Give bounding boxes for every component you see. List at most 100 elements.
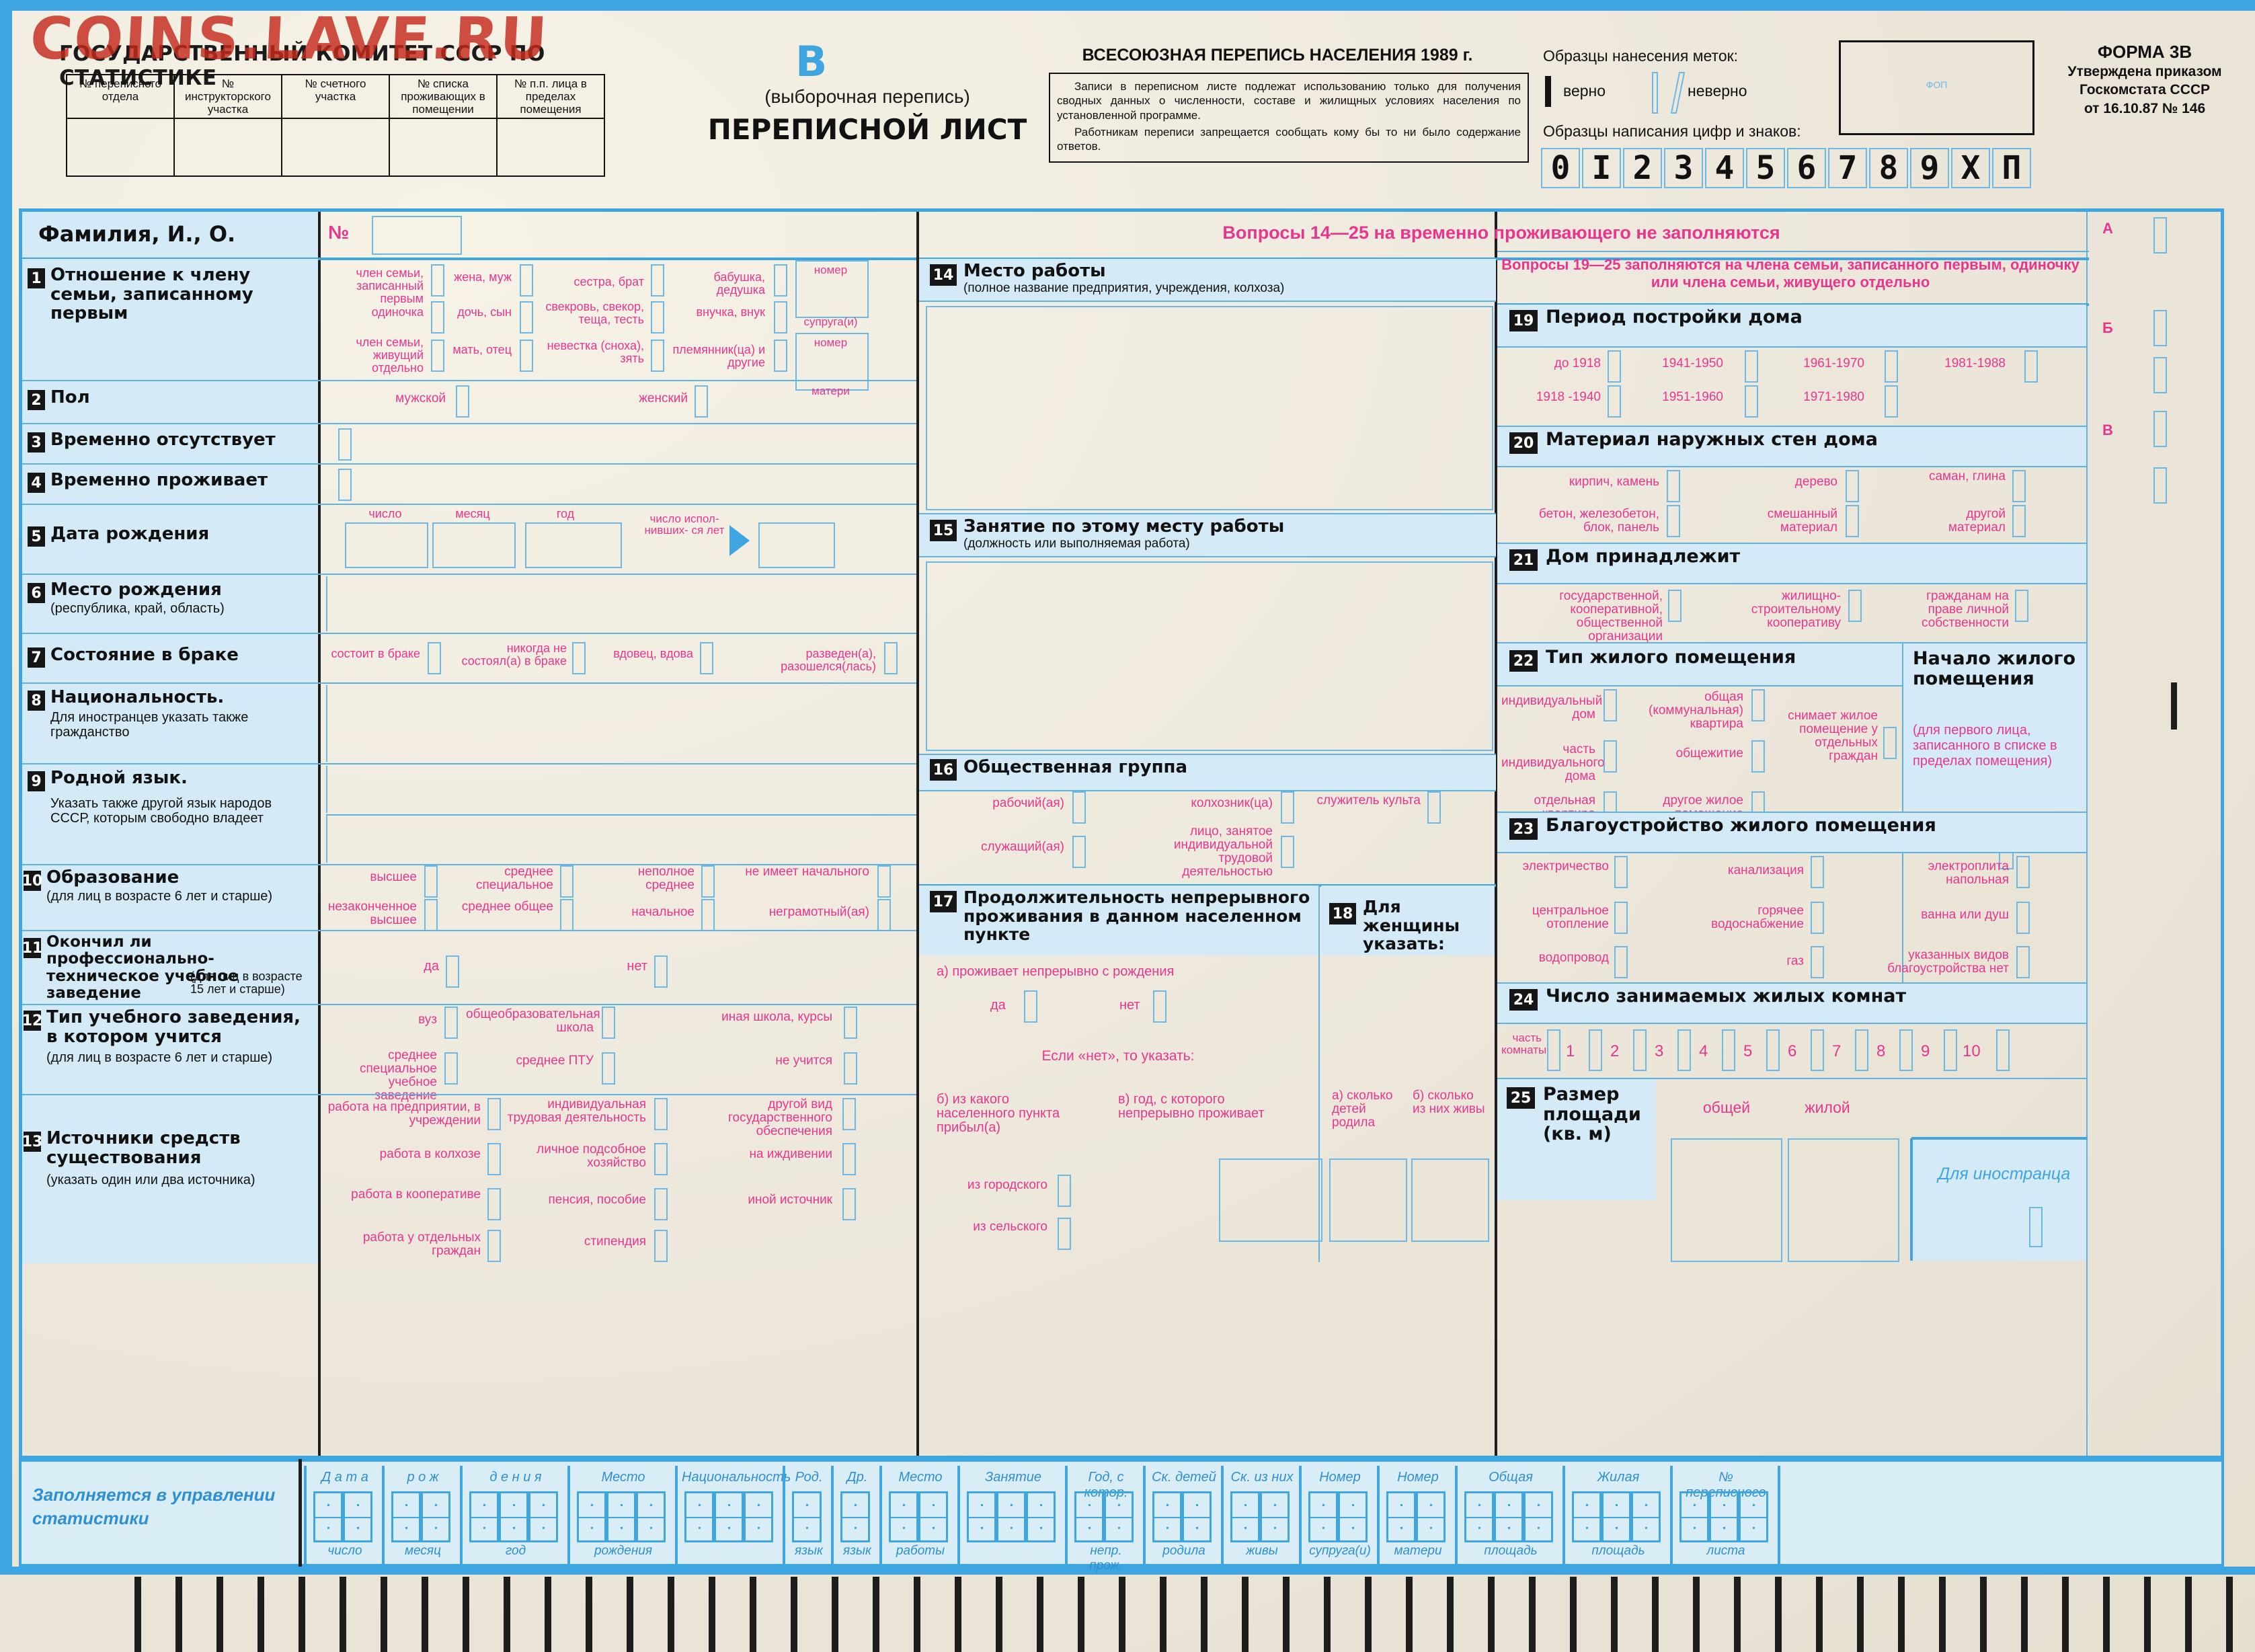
q1-checkbox[interactable] <box>774 340 787 372</box>
q21-checkbox[interactable] <box>1668 590 1682 622</box>
q1-checkbox[interactable] <box>520 301 533 333</box>
q1-checkbox[interactable] <box>520 340 533 372</box>
q17-checkbox-no[interactable] <box>1153 990 1166 1023</box>
q24-checkbox[interactable] <box>1633 1029 1647 1071</box>
stats-code-cell[interactable] <box>1074 1491 1104 1542</box>
q1-mother-number-box[interactable] <box>795 333 869 391</box>
q19-checkbox[interactable] <box>1608 350 1621 383</box>
q12-checkbox[interactable] <box>602 1007 615 1039</box>
stats-code-cell[interactable] <box>1601 1491 1631 1542</box>
stats-code-cell[interactable] <box>1026 1491 1056 1542</box>
q22-checkbox[interactable] <box>1751 740 1765 773</box>
q15-answer-area[interactable] <box>926 561 1493 751</box>
q17-year-input[interactable] <box>1219 1158 1322 1242</box>
q23-checkbox[interactable] <box>2016 856 2030 888</box>
stats-code-cell[interactable] <box>636 1491 666 1542</box>
q24-checkbox-part[interactable] <box>1547 1029 1560 1071</box>
q1-checkbox[interactable] <box>651 301 664 333</box>
q22-checkbox[interactable] <box>1751 689 1765 721</box>
q5-year-input[interactable] <box>525 522 622 568</box>
q9-answer-area-2[interactable] <box>326 816 912 863</box>
stats-code-cell[interactable] <box>1494 1491 1524 1542</box>
side-checkbox-b[interactable] <box>2153 310 2167 346</box>
q1-spouse-number-box[interactable] <box>795 260 869 318</box>
q17-checkbox-yes[interactable] <box>1024 990 1037 1023</box>
q18-children-alive-input[interactable] <box>1411 1158 1489 1242</box>
q20-checkbox[interactable] <box>2012 505 2026 537</box>
stats-code-cell[interactable] <box>1709 1491 1739 1542</box>
stats-code-cell[interactable] <box>996 1491 1026 1542</box>
stats-code-cell[interactable] <box>714 1491 744 1542</box>
q10-checkbox[interactable] <box>701 865 715 898</box>
q7-checkbox[interactable] <box>700 642 713 674</box>
q10-checkbox[interactable] <box>424 899 438 931</box>
side-checkbox-v1[interactable] <box>2153 357 2167 393</box>
q24-checkbox[interactable] <box>1589 1029 1602 1071</box>
q22-checkbox[interactable] <box>1604 689 1617 721</box>
q12-checkbox[interactable] <box>844 1052 857 1085</box>
q19-checkbox[interactable] <box>2024 350 2038 383</box>
stats-code-cell[interactable] <box>528 1491 558 1542</box>
q24-checkbox[interactable] <box>1855 1029 1868 1071</box>
q20-checkbox[interactable] <box>1667 470 1680 502</box>
q19-checkbox[interactable] <box>1608 385 1621 418</box>
q23-checkbox[interactable] <box>1614 946 1628 978</box>
q16-checkbox[interactable] <box>1427 791 1441 824</box>
q23-checkbox[interactable] <box>1811 946 1824 978</box>
q13-checkbox[interactable] <box>487 1143 501 1175</box>
q13-checkbox[interactable] <box>487 1188 501 1220</box>
q13-checkbox[interactable] <box>487 1098 501 1130</box>
stats-code-cell[interactable] <box>391 1491 421 1542</box>
stats-code-cell[interactable] <box>1572 1491 1601 1542</box>
stats-code-cell[interactable] <box>1104 1491 1134 1542</box>
stats-code-cell[interactable] <box>1739 1491 1768 1542</box>
q3-checkbox[interactable] <box>338 428 352 461</box>
q24-checkbox[interactable] <box>1996 1029 2010 1071</box>
stats-code-cell[interactable] <box>1416 1491 1446 1542</box>
stats-code-cell[interactable] <box>1182 1491 1212 1542</box>
q13-checkbox[interactable] <box>654 1230 668 1262</box>
q25-living-area-input[interactable] <box>1788 1138 1899 1262</box>
q5-age-input[interactable] <box>758 522 835 568</box>
id-input-cell[interactable] <box>66 118 175 178</box>
q23-checkbox[interactable] <box>1811 902 1824 934</box>
stats-code-cell[interactable] <box>1338 1491 1368 1542</box>
q24-checkbox[interactable] <box>1899 1029 1913 1071</box>
stats-code-cell[interactable] <box>744 1491 773 1542</box>
q1-checkbox[interactable] <box>520 264 533 297</box>
stats-code-cell[interactable] <box>577 1491 606 1542</box>
q16-checkbox[interactable] <box>1281 836 1294 868</box>
q13-checkbox[interactable] <box>842 1098 856 1130</box>
stats-code-cell[interactable] <box>421 1491 450 1542</box>
stats-code-cell[interactable] <box>792 1491 822 1542</box>
q23-checkbox[interactable] <box>2016 946 2030 978</box>
q24-checkbox[interactable] <box>1944 1029 1957 1071</box>
q2-checkbox-female[interactable] <box>695 385 708 418</box>
side-checkbox-a[interactable] <box>2153 217 2167 253</box>
stats-code-cell[interactable] <box>1260 1491 1290 1542</box>
stats-code-cell[interactable] <box>499 1491 528 1542</box>
q13-checkbox[interactable] <box>654 1188 668 1220</box>
q6-answer-area[interactable] <box>326 576 912 631</box>
q12-checkbox[interactable] <box>602 1052 615 1085</box>
q11-checkbox-yes[interactable] <box>446 955 459 988</box>
q10-checkbox[interactable] <box>701 899 715 931</box>
q23-checkbox[interactable] <box>1614 902 1628 934</box>
q16-checkbox[interactable] <box>1281 791 1294 824</box>
q16-checkbox[interactable] <box>1072 791 1086 824</box>
q18-children-born-input[interactable] <box>1329 1158 1407 1242</box>
id-input-cell[interactable] <box>496 118 605 178</box>
q1-checkbox[interactable] <box>774 301 787 333</box>
stats-code-cell[interactable] <box>889 1491 918 1542</box>
q12-checkbox[interactable] <box>844 1007 857 1039</box>
q20-checkbox[interactable] <box>1846 505 1859 537</box>
q13-checkbox[interactable] <box>487 1230 501 1262</box>
q20-checkbox[interactable] <box>2012 470 2026 502</box>
q23-checkbox[interactable] <box>2016 902 2030 934</box>
q13-checkbox[interactable] <box>654 1143 668 1175</box>
q23-checkbox[interactable] <box>1811 856 1824 888</box>
q20-checkbox[interactable] <box>1667 505 1680 537</box>
q8-answer-area[interactable] <box>326 685 912 762</box>
stats-code-cell[interactable] <box>343 1491 372 1542</box>
q13-checkbox[interactable] <box>842 1188 856 1220</box>
